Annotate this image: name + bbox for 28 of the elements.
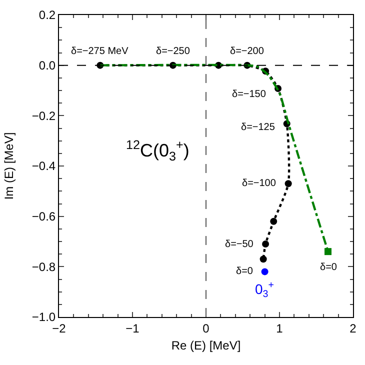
annotation: δ=0 bbox=[236, 266, 254, 277]
y-tick-label: 0.2 bbox=[38, 8, 56, 22]
y-axis-title: Im (E) [MeV] bbox=[2, 132, 16, 200]
annotation: δ=−250 bbox=[156, 46, 190, 57]
point bbox=[261, 268, 268, 276]
annotation: δ=0 bbox=[320, 262, 338, 273]
annotation: δ=−100 bbox=[242, 178, 276, 189]
x-tick-label: 0 bbox=[202, 321, 210, 336]
point bbox=[284, 180, 292, 188]
point bbox=[262, 240, 270, 248]
y-tick-label: −0.8 bbox=[32, 260, 56, 274]
annotation: δ=−150 bbox=[232, 89, 266, 100]
y-tick-label: 0.0 bbox=[38, 58, 56, 73]
y-tick-label: −0.6 bbox=[32, 210, 56, 224]
annotation: δ=−275 MeV bbox=[71, 46, 129, 57]
point bbox=[324, 248, 332, 256]
annotation: $^{12}$C(0$_{3}$$^{+}$) bbox=[126, 138, 190, 164]
annotation: δ=−125 bbox=[241, 122, 276, 133]
annotation: δ=−200 bbox=[230, 46, 264, 57]
annotation: δ=−50 bbox=[225, 239, 254, 250]
x-tick-label: −1 bbox=[126, 321, 140, 336]
x-tick-label: 2 bbox=[350, 321, 357, 336]
x-tick-label: 1 bbox=[276, 321, 284, 336]
point bbox=[260, 256, 267, 263]
y-tick-label: −0.2 bbox=[32, 108, 56, 123]
y-tick-label: −0.4 bbox=[32, 159, 56, 174]
x-axis-title: Re (E) [MeV] bbox=[171, 338, 241, 352]
point bbox=[270, 218, 278, 225]
